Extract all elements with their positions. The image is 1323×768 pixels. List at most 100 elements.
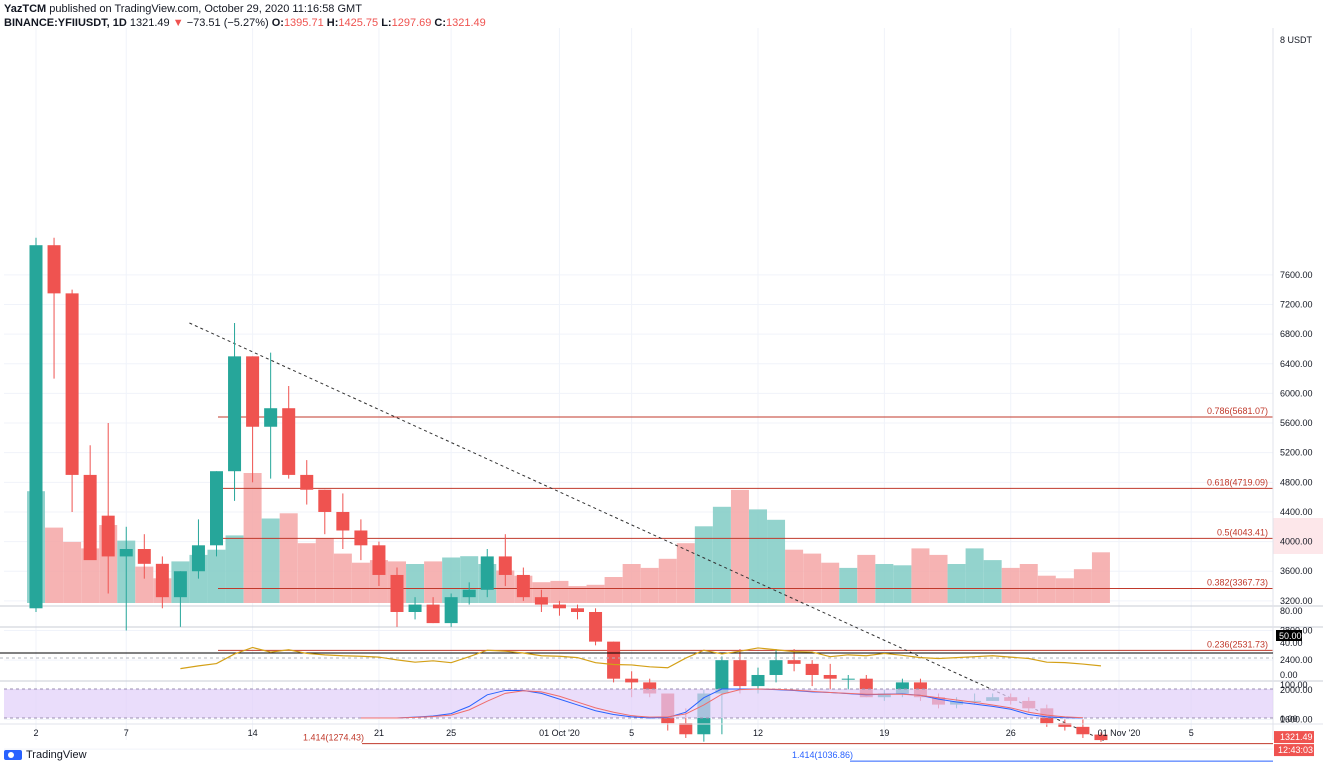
- volume-bar: [406, 564, 425, 603]
- volume-bar: [135, 566, 154, 603]
- volume-bar: [45, 527, 64, 603]
- candle-body: [228, 356, 242, 472]
- published-note: published on TradingView.com, October 29…: [49, 3, 362, 15]
- candle-body: [155, 563, 169, 598]
- time-tick-label: 5: [1189, 728, 1194, 738]
- rsi-tick: 80.00: [1280, 606, 1303, 616]
- candle-body: [516, 574, 530, 598]
- volume-bar: [785, 549, 804, 603]
- open-label: O:: [271, 17, 284, 29]
- volume-bar: [351, 562, 370, 603]
- candle-body: [607, 641, 621, 679]
- volume-bar: [424, 561, 443, 603]
- volume-bar: [207, 549, 226, 603]
- candle-body: [643, 682, 657, 694]
- volume-bar: [1001, 567, 1020, 603]
- price-tick-label: 2000.00: [1280, 685, 1313, 695]
- high-value: 1425.75: [338, 17, 379, 29]
- volume-bar: [965, 548, 984, 603]
- price-tick-label: 7200.00: [1280, 299, 1313, 309]
- price-axis[interactable]: 800.001200.001600.002000.002400.002800.0…: [1272, 28, 1314, 768]
- volume-bar: [496, 570, 515, 603]
- volume-bar: [1055, 578, 1074, 603]
- candle-body: [426, 604, 440, 624]
- candle-body: [823, 674, 837, 679]
- price-tick-label: 6000.00: [1280, 388, 1313, 398]
- candle-body: [895, 682, 909, 694]
- volume-bar: [767, 519, 786, 603]
- volume-bar: [279, 513, 298, 603]
- volume-bar: [622, 564, 641, 603]
- stoch-tick: 100.00: [1280, 680, 1308, 690]
- volume-bar: [730, 489, 749, 603]
- candle-body: [83, 474, 97, 561]
- candle-body: [264, 408, 278, 427]
- candle-body: [480, 556, 494, 590]
- price-tick-label: 4400.00: [1280, 507, 1313, 517]
- candle-body: [571, 608, 584, 612]
- tradingview-logo: TradingView: [4, 749, 87, 761]
- candle-body: [769, 660, 783, 675]
- time-tick-label: 26: [1006, 728, 1016, 738]
- price-tick-label: 3600.00: [1280, 566, 1313, 576]
- volume-bar: [947, 564, 966, 603]
- volume-bar: [803, 553, 822, 603]
- candle-body: [444, 597, 458, 624]
- fib-label: 0.382(3367.73): [1207, 577, 1268, 587]
- publisher-line: YazTCM published on TradingView.com, Oct…: [4, 2, 486, 16]
- volume-bar: [857, 554, 876, 603]
- volume-bar: [1019, 564, 1038, 603]
- candle-body: [101, 515, 115, 557]
- candle-body: [119, 549, 133, 557]
- candle-body: [679, 723, 693, 735]
- fib-label: 0.786(5681.07): [1207, 406, 1268, 416]
- candle-body: [173, 571, 187, 598]
- candle-body: [498, 556, 512, 575]
- price-tick-label: 5200.00: [1280, 448, 1313, 458]
- candle-body: [552, 604, 566, 609]
- grid: [0, 28, 1323, 750]
- rsi-level-text: 50.00: [1279, 631, 1302, 641]
- volume-bar: [658, 558, 677, 603]
- time-tick-label: 19: [879, 728, 889, 738]
- candle-body: [1094, 734, 1108, 741]
- candle-body: [751, 674, 765, 687]
- candle-body: [805, 663, 819, 675]
- volume-bar: [297, 543, 316, 603]
- price-tick-label: 6400.00: [1280, 359, 1313, 369]
- volume-bar: [63, 541, 82, 603]
- volume-bar: [749, 509, 767, 603]
- candles: [29, 237, 1108, 742]
- time-tick-label: 01 Nov '20: [1098, 728, 1141, 738]
- volume-bar: [839, 567, 858, 603]
- candle-body: [354, 530, 368, 546]
- price-tick-label: 2400.00: [1280, 655, 1313, 665]
- candle-body: [1076, 726, 1090, 735]
- candle-body: [372, 545, 386, 575]
- candle-body: [210, 471, 223, 546]
- fib-label: 0.618(4719.09): [1207, 477, 1268, 487]
- volume-bar: [640, 567, 659, 603]
- price-tick-label: 7600.00: [1280, 270, 1313, 280]
- volume-bar: [983, 560, 1002, 603]
- candle-body: [336, 511, 350, 531]
- price-change: −73.51 (−5.27%): [186, 17, 269, 29]
- candle-body: [191, 545, 205, 572]
- chart-header: YazTCM published on TradingView.com, Oct…: [4, 2, 486, 30]
- volume-bar: [315, 538, 334, 603]
- candle-body: [715, 660, 729, 694]
- time-axis[interactable]: 2 7 14 21 25 01 Oct '20 5 12 19 26 01 Nov '20 5: [0, 723, 1323, 738]
- rsi-line: [180, 646, 1102, 670]
- currency-label: 8 USDT: [1280, 35, 1313, 45]
- rsi-tick: 0.00: [1280, 670, 1298, 680]
- extension-label: 1.618(819.03): [796, 766, 852, 768]
- candle-body: [246, 356, 260, 427]
- trendline-line: [189, 322, 1107, 743]
- time-tick-label: 14: [248, 728, 258, 738]
- rsi-pane: 80.00 40.00 0.00 50.00: [0, 606, 1303, 680]
- candle-body: [318, 489, 332, 512]
- price-tick-label: 3200.00: [1280, 596, 1313, 606]
- time-tick-label: 5: [629, 728, 634, 738]
- rsi-level-tag: [1276, 630, 1302, 641]
